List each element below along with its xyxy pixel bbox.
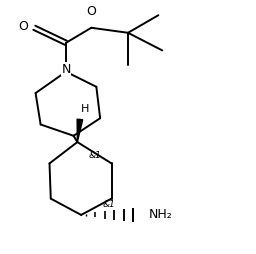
- Text: N: N: [61, 63, 71, 76]
- Text: &1: &1: [103, 200, 115, 209]
- Polygon shape: [77, 119, 83, 142]
- Text: NH₂: NH₂: [148, 209, 172, 221]
- Text: O: O: [86, 5, 96, 18]
- Text: &1: &1: [89, 151, 101, 160]
- Text: H: H: [81, 104, 89, 114]
- Text: O: O: [18, 20, 28, 33]
